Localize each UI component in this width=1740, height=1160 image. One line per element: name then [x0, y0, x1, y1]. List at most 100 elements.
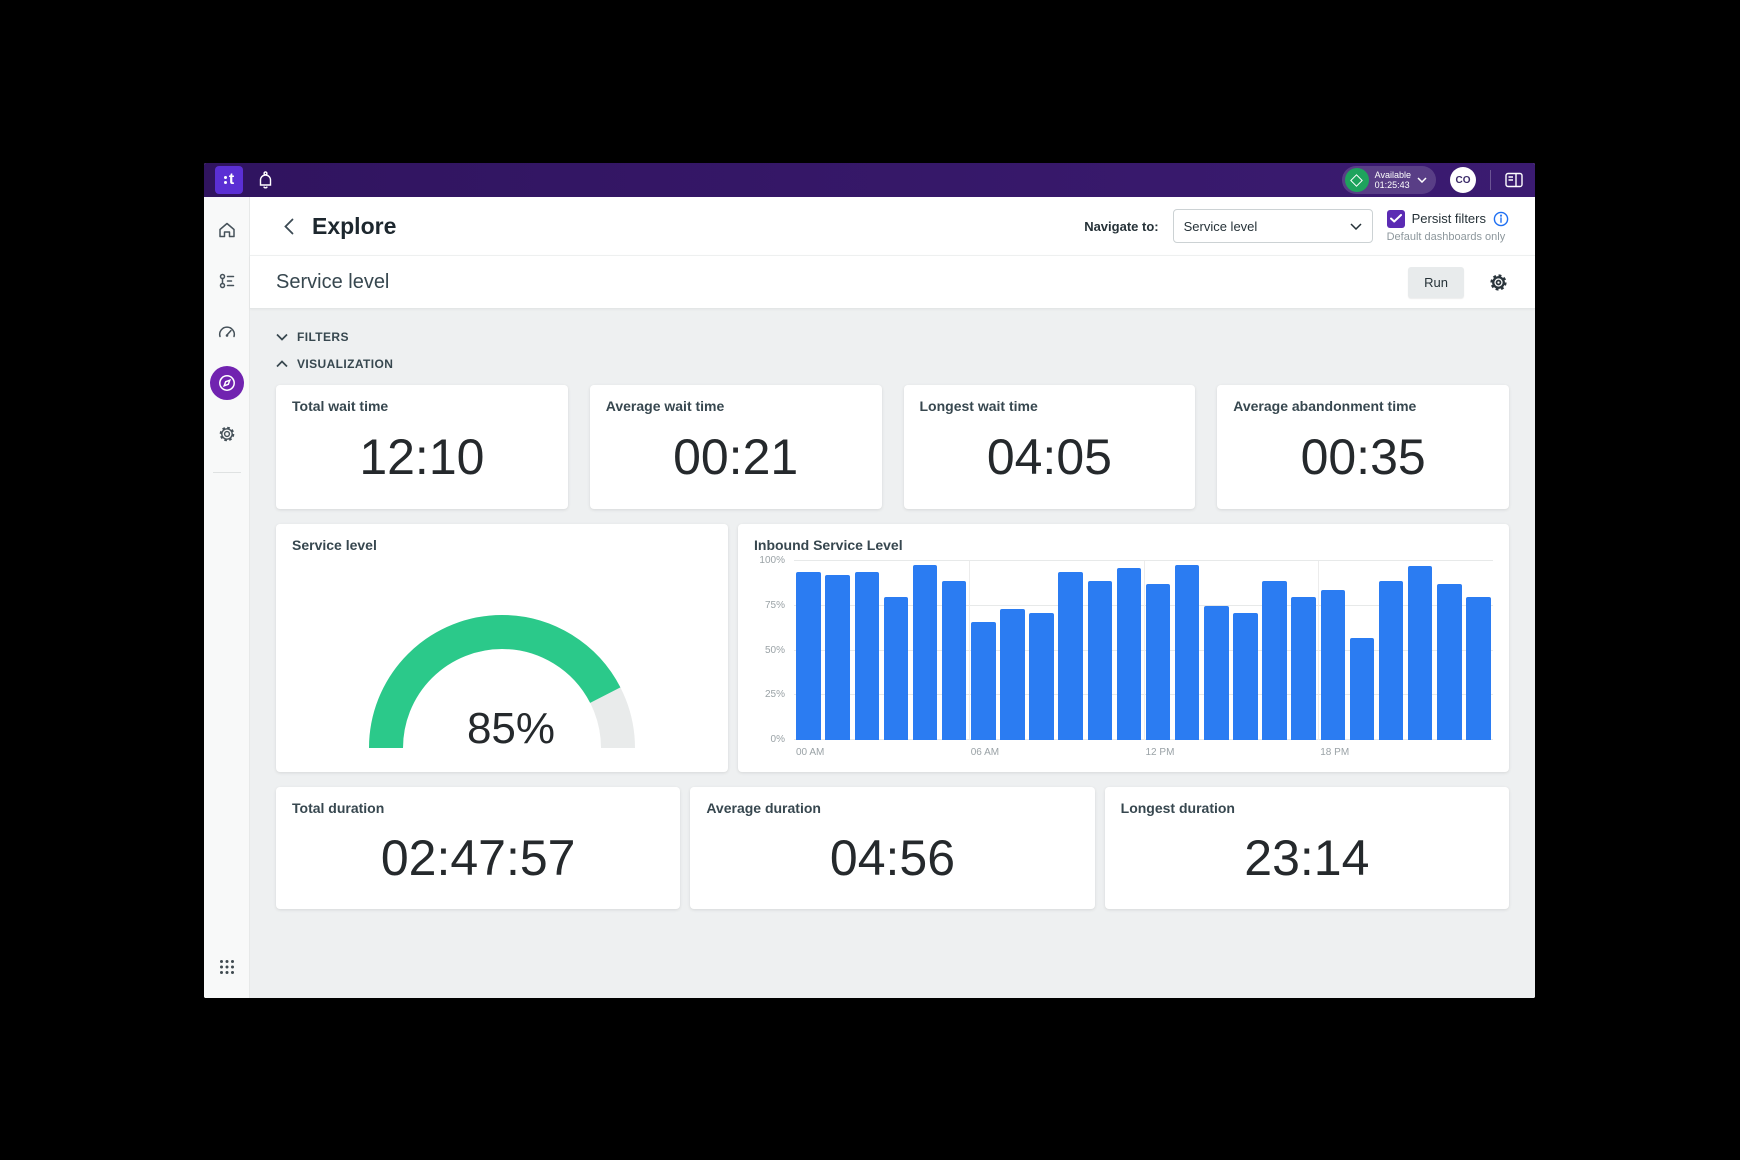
user-avatar[interactable]: CO — [1450, 167, 1476, 193]
chevron-left-icon — [284, 218, 294, 234]
report-title: Service level — [276, 270, 390, 293]
main-area: Explore Navigate to: Service level Persi… — [250, 197, 1535, 998]
y-tick-label: 50% — [764, 644, 785, 656]
service-level-gauge-card: Service level 85% — [276, 524, 728, 772]
y-tick-label: 25% — [764, 689, 785, 701]
navigate-to-value: Service level — [1183, 218, 1258, 234]
bar-slot — [1173, 561, 1202, 740]
y-tick-label: 75% — [764, 599, 785, 611]
app-body: Explore Navigate to: Service level Persi… — [204, 197, 1535, 998]
metric-value: 04:56 — [829, 829, 956, 886]
metric-title: Total duration — [292, 800, 385, 816]
bar-slot — [1377, 561, 1406, 740]
bar — [1320, 589, 1346, 740]
check-icon — [1389, 214, 1402, 223]
logo-dots-icon — [223, 176, 227, 184]
bar — [1466, 596, 1491, 740]
bar-slot — [969, 561, 998, 740]
chevron-up-icon — [276, 359, 288, 367]
sidebar — [204, 197, 250, 998]
report-toolbar: Service level Run — [250, 255, 1535, 309]
metric-title: Total wait time — [292, 398, 389, 414]
metric-card-total-duration: Total duration 02:47:57 — [276, 787, 681, 909]
bar — [1000, 609, 1025, 740]
metric-title: Average duration — [706, 800, 821, 816]
sidebar-item-flows[interactable] — [210, 264, 244, 298]
bar-slot — [1260, 561, 1289, 740]
sidebar-item-home[interactable] — [210, 213, 244, 247]
run-button[interactable]: Run — [1408, 266, 1464, 298]
bar-slot — [1085, 561, 1114, 740]
bar — [971, 621, 996, 740]
bar — [1145, 584, 1171, 740]
dashboard-content: FILTERS VISUALIZATION Total wait time 12… — [250, 309, 1535, 998]
speedometer-icon — [218, 326, 235, 338]
back-button[interactable] — [276, 213, 302, 239]
side-panel-toggle-icon[interactable] — [1505, 172, 1523, 188]
bar-slot — [1464, 561, 1493, 740]
app-logo[interactable]: t — [215, 166, 243, 194]
agent-status-selector[interactable]: Available 01:25:43 — [1341, 166, 1436, 194]
bar-chart-x-axis: 00 AM 06 AM 12 PM 18 PM — [794, 740, 1493, 762]
bar — [1349, 637, 1375, 740]
metric-value: 04:05 — [986, 428, 1112, 485]
bars-container — [794, 561, 1493, 740]
sidebar-divider — [212, 472, 241, 473]
bar — [912, 564, 938, 740]
chart-title: Inbound Service Level — [754, 537, 903, 553]
visualization-section-label: VISUALIZATION — [297, 356, 394, 371]
bar-slot — [1114, 561, 1143, 740]
apps-grid-icon — [219, 960, 234, 974]
app-window: t Available 01:25:43 CO — [204, 163, 1535, 998]
gear-icon — [1490, 273, 1507, 291]
bar — [883, 596, 909, 740]
bar-slot — [852, 561, 881, 740]
gridline-vertical — [1318, 561, 1320, 740]
metric-card-longest-wait-time: Longest wait time 04:05 — [903, 385, 1196, 509]
bar — [1029, 612, 1054, 740]
sidebar-item-explore[interactable] — [209, 366, 244, 400]
navigate-to-select[interactable]: Service level — [1172, 209, 1373, 243]
metric-value: 02:47:57 — [380, 829, 576, 886]
header-controls: Navigate to: Service level Persist filte… — [1084, 209, 1509, 243]
bar — [1058, 571, 1083, 740]
bar — [1204, 605, 1229, 740]
report-settings-button[interactable] — [1488, 272, 1509, 293]
home-icon — [218, 222, 235, 238]
metric-card-average-duration: Average duration 04:56 — [690, 787, 1095, 909]
navigate-to-label: Navigate to: — [1084, 218, 1159, 234]
gauge-value-label: 85% — [466, 704, 556, 753]
persist-filters-checkbox[interactable] — [1386, 209, 1405, 228]
bar — [1087, 580, 1113, 740]
y-tick-label: 100% — [759, 555, 785, 566]
gridline-horizontal — [794, 560, 1493, 561]
logo-letter: t — [228, 171, 235, 188]
top-bar: t Available 01:25:43 CO — [204, 163, 1535, 197]
chevron-down-icon — [276, 333, 288, 341]
bar-chart-y-axis: 0% 25% 50% 75% 100% — [754, 555, 794, 745]
filters-section-toggle[interactable]: FILTERS — [276, 323, 349, 350]
gauge-chart: 85% — [292, 553, 712, 762]
x-tick-label: 00 AM — [796, 747, 825, 758]
metric-title: Average wait time — [605, 398, 725, 414]
metric-card-total-wait-time: Total wait time 12:10 — [276, 385, 568, 509]
available-status-icon — [1344, 168, 1369, 192]
sidebar-item-settings[interactable] — [210, 417, 244, 451]
app-switcher-button[interactable] — [210, 950, 244, 984]
metric-value: 23:14 — [1244, 829, 1370, 886]
bar-slot — [1435, 561, 1464, 740]
bar-slot — [1056, 561, 1085, 740]
visualization-section-toggle[interactable]: VISUALIZATION — [276, 350, 393, 377]
metric-title: Longest wait time — [919, 398, 1038, 414]
info-icon[interactable] — [1493, 211, 1509, 227]
notifications-bell-icon[interactable] — [257, 171, 274, 189]
status-label: Available — [1374, 169, 1411, 180]
gear-icon — [219, 426, 234, 442]
chart-title: Service level — [292, 537, 377, 553]
gridline-vertical — [1143, 561, 1145, 740]
x-tick-label: 18 PM — [1320, 747, 1350, 758]
bar-slot — [1406, 561, 1435, 740]
sidebar-item-dashboards[interactable] — [210, 315, 244, 349]
bar — [1407, 566, 1433, 740]
x-tick-label: 06 AM — [970, 747, 1000, 758]
